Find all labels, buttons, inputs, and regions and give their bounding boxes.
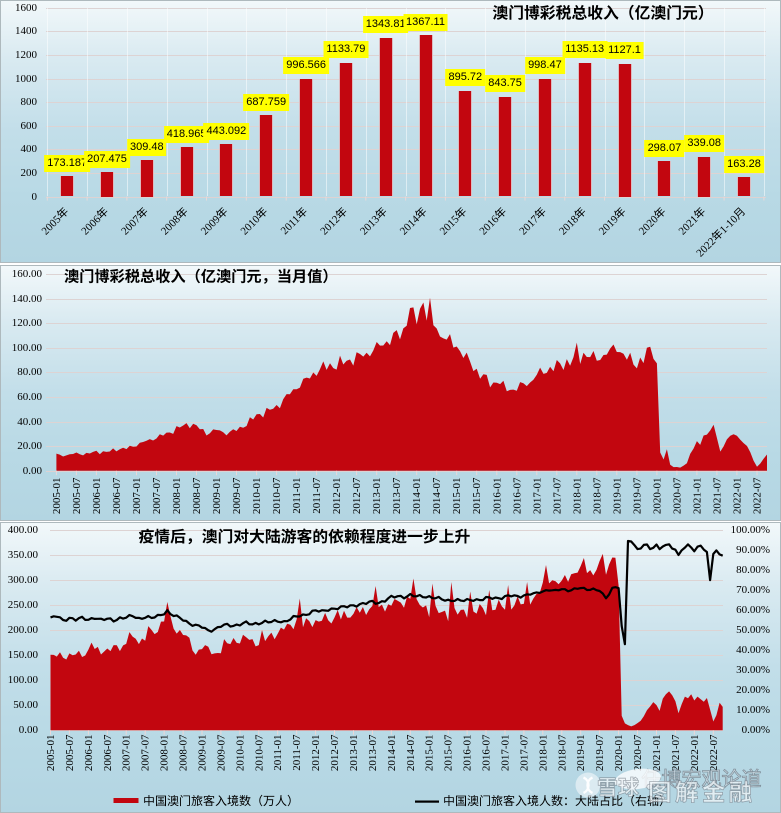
svg-text:2022-01: 2022-01 xyxy=(689,735,701,772)
svg-text:2013: 2013 xyxy=(358,213,382,237)
svg-text:2009-01: 2009-01 xyxy=(211,478,223,515)
svg-text:2016-07: 2016-07 xyxy=(511,477,523,514)
svg-text:2021-01: 2021-01 xyxy=(691,478,703,515)
svg-text:2006-01: 2006-01 xyxy=(83,735,95,772)
svg-text:2007-07: 2007-07 xyxy=(140,734,152,771)
svg-text:2017: 2017 xyxy=(517,213,541,237)
svg-text:2009-07: 2009-07 xyxy=(231,477,243,514)
svg-text:2017-07: 2017-07 xyxy=(551,477,563,514)
svg-text:2015-01: 2015-01 xyxy=(424,735,436,772)
svg-text:2005-01: 2005-01 xyxy=(45,735,57,772)
svg-text:2018-07: 2018-07 xyxy=(591,477,603,514)
svg-text:2021-07: 2021-07 xyxy=(670,734,682,771)
svg-text:2016-01: 2016-01 xyxy=(462,735,474,772)
svg-text:2015: 2015 xyxy=(438,213,462,237)
svg-text:2021-01: 2021-01 xyxy=(651,735,663,772)
svg-text:2011-07: 2011-07 xyxy=(311,477,323,514)
svg-text:2020: 2020 xyxy=(637,213,661,237)
svg-text:2014-07: 2014-07 xyxy=(405,734,417,771)
svg-text:2006: 2006 xyxy=(79,213,103,237)
svg-text:2009: 2009 xyxy=(199,213,223,237)
svg-text:2016-07: 2016-07 xyxy=(481,734,493,771)
svg-text:2005: 2005 xyxy=(40,213,64,237)
svg-text:2012-01: 2012-01 xyxy=(310,735,322,772)
svg-text:2005-07: 2005-07 xyxy=(64,734,76,771)
svg-text:2019-07: 2019-07 xyxy=(594,734,606,771)
svg-text:2008-01: 2008-01 xyxy=(159,735,171,772)
svg-text:2015-07: 2015-07 xyxy=(471,477,483,514)
svg-text:2010: 2010 xyxy=(239,213,263,237)
svg-text:2015-01: 2015-01 xyxy=(451,478,463,515)
svg-text:2005-07: 2005-07 xyxy=(71,477,83,514)
svg-text:2010-01: 2010-01 xyxy=(251,478,263,515)
svg-text:2014-07: 2014-07 xyxy=(431,477,443,514)
svg-text:2018-01: 2018-01 xyxy=(571,478,583,515)
svg-text:2009-07: 2009-07 xyxy=(215,734,227,771)
svg-text:2011-01: 2011-01 xyxy=(272,735,284,771)
svg-text:2013-07: 2013-07 xyxy=(367,734,379,771)
svg-text:2010-07: 2010-07 xyxy=(253,734,265,771)
svg-text:2013-01: 2013-01 xyxy=(371,478,383,515)
svg-text:2009-01: 2009-01 xyxy=(197,735,209,772)
svg-text:2016: 2016 xyxy=(477,213,501,237)
svg-text:2022-07: 2022-07 xyxy=(708,734,720,771)
svg-text:2020-01: 2020-01 xyxy=(613,735,625,772)
svg-text:2014: 2014 xyxy=(398,213,422,237)
svg-text:2007-07: 2007-07 xyxy=(151,477,163,514)
svg-text:2012-01: 2012-01 xyxy=(331,478,343,515)
svg-text:2007: 2007 xyxy=(119,213,143,237)
svg-text:2020-07: 2020-07 xyxy=(632,734,644,771)
svg-text:2010-01: 2010-01 xyxy=(234,735,246,772)
svg-text:2006-07: 2006-07 xyxy=(111,477,123,514)
svg-text:2011-01: 2011-01 xyxy=(291,478,303,514)
svg-text:2012-07: 2012-07 xyxy=(329,734,341,771)
svg-text:2020-07: 2020-07 xyxy=(671,477,683,514)
svg-text:2010-07: 2010-07 xyxy=(271,477,283,514)
svg-text:2013-07: 2013-07 xyxy=(391,477,403,514)
svg-text:2006-01: 2006-01 xyxy=(91,478,103,515)
svg-text:2020-01: 2020-01 xyxy=(651,478,663,515)
svg-text:2014-01: 2014-01 xyxy=(386,735,398,772)
svg-text:2008-07: 2008-07 xyxy=(191,477,203,514)
svg-text:2011-07: 2011-07 xyxy=(291,734,303,771)
svg-text:2019-01: 2019-01 xyxy=(611,478,623,515)
svg-text:2008-07: 2008-07 xyxy=(178,734,190,771)
svg-text:2022-07: 2022-07 xyxy=(752,477,764,514)
svg-text:2018: 2018 xyxy=(557,213,581,237)
svg-text:2022-01: 2022-01 xyxy=(731,478,743,515)
svg-text:2021: 2021 xyxy=(677,213,701,237)
svg-text:2021-07: 2021-07 xyxy=(711,477,723,514)
svg-text:2022: 2022 xyxy=(694,235,718,259)
svg-text:2017-01: 2017-01 xyxy=(500,735,512,772)
svg-text:2017-07: 2017-07 xyxy=(518,734,530,771)
svg-text:2012-07: 2012-07 xyxy=(351,477,363,514)
svg-text:2016-01: 2016-01 xyxy=(491,478,503,515)
svg-text:1-10: 1-10 xyxy=(718,213,741,236)
svg-text:2014-01: 2014-01 xyxy=(411,478,423,515)
svg-text:2013-01: 2013-01 xyxy=(348,735,360,772)
svg-text:2007-01: 2007-01 xyxy=(131,478,143,515)
svg-text:2018-07: 2018-07 xyxy=(556,734,568,771)
svg-text:2008: 2008 xyxy=(159,213,183,237)
svg-text:2006-07: 2006-07 xyxy=(102,734,114,771)
svg-text:2015-07: 2015-07 xyxy=(443,734,455,771)
svg-text:2019: 2019 xyxy=(597,213,621,237)
svg-text:2012: 2012 xyxy=(318,213,342,237)
svg-text:2005-01: 2005-01 xyxy=(51,478,63,515)
svg-text:2019-01: 2019-01 xyxy=(575,735,587,772)
svg-text:2011: 2011 xyxy=(279,213,303,237)
svg-text:2018-01: 2018-01 xyxy=(537,735,549,772)
svg-text:2019-07: 2019-07 xyxy=(631,477,643,514)
svg-text:2007-01: 2007-01 xyxy=(121,735,133,772)
svg-text:2017-01: 2017-01 xyxy=(531,478,543,515)
svg-text:2008-01: 2008-01 xyxy=(171,478,183,515)
